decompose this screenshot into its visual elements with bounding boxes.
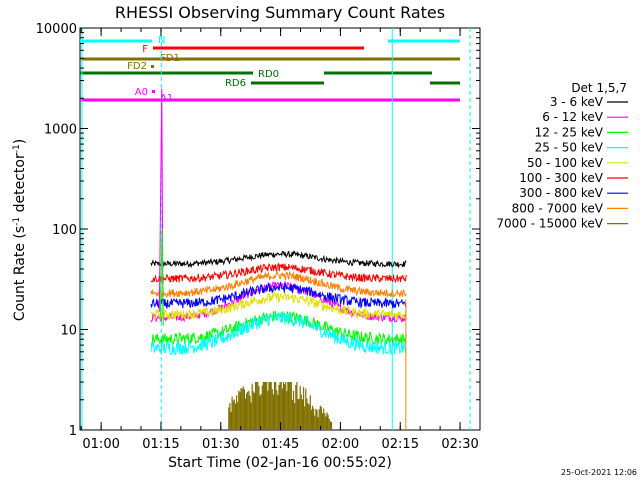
x-tick-label: 02:00 — [322, 437, 359, 452]
y-tick-label: 1000 — [44, 123, 77, 138]
y-tick-label: 10 — [60, 324, 77, 339]
legend-label: 12 - 25 keV — [535, 125, 604, 139]
footer-date: 25-Oct-2021 12:06 — [561, 468, 637, 477]
flag-label-n: N — [158, 35, 165, 46]
flag-label-f: F — [142, 44, 148, 55]
legend-label: 50 - 100 keV — [527, 156, 604, 170]
y-axis-label-main: Count Rate (s — [12, 226, 28, 321]
y-axis-label: Count Rate (s-1 detector-1) — [12, 139, 28, 321]
series-line-3 — [150, 311, 407, 356]
series-line-2 — [150, 310, 407, 346]
x-tick-label: 01:45 — [262, 437, 299, 452]
flag-label-fd1: FD1 — [160, 53, 180, 64]
y-tick-label: 100 — [52, 223, 77, 238]
legend-label: 3 - 6 keV — [550, 95, 604, 109]
x-tick-label: 01:30 — [202, 437, 239, 452]
x-tick-label: 01:00 — [82, 437, 119, 452]
flag-bar-a0-marker — [152, 90, 155, 93]
series-line-5 — [150, 262, 407, 284]
y-tick-label: 1 — [69, 424, 77, 439]
x-tick-label: 02:15 — [382, 437, 419, 452]
series-line-7 — [150, 270, 407, 299]
flag-label-fd2: FD2 — [127, 61, 147, 72]
y-axis-label-mid: detector — [12, 153, 28, 217]
flag-bars: NF FD1 FD2 RD0 RD6 A0 A1 — [80, 35, 460, 104]
x-axis-label: Start Time (02-Jan-16 00:55:02) — [168, 455, 392, 471]
y-axis-label-sup1: -1 — [12, 217, 22, 226]
series-lines — [150, 88, 407, 430]
series-line-6 — [150, 281, 407, 309]
legend-label: 800 - 7000 keV — [512, 201, 604, 215]
flag-bar-fd2 — [151, 65, 154, 68]
flag-label-rd6: RD6 — [225, 78, 246, 89]
y-tick-label: 10000 — [36, 22, 77, 37]
legend-label: 25 - 50 keV — [535, 141, 604, 155]
chart-title: RHESSI Observing Summary Count Rates — [115, 3, 445, 22]
legend-label: 300 - 800 keV — [519, 186, 603, 200]
y-axis-label-end: ) — [12, 139, 28, 144]
y-axis-label-sup2: -1 — [12, 144, 22, 153]
x-tick-label: 02:30 — [441, 437, 478, 452]
series-spike-2 — [159, 228, 164, 326]
series-line-0 — [150, 250, 407, 269]
legend-label: 7000 - 15000 keV — [496, 217, 603, 231]
legend-label: 6 - 12 keV — [542, 110, 604, 124]
axes-ticks: 1 10 100 1000 10000 01:00 01:15 01:30 01:45 02:00… — [36, 22, 481, 452]
flag-label-a0: A0 — [135, 87, 148, 98]
legend-label: 100 - 300 keV — [519, 171, 603, 185]
series-line-4 — [150, 290, 407, 322]
x-tick-label: 01:15 — [142, 437, 179, 452]
flag-label-a1: A1 — [160, 93, 173, 104]
flag-label-rd0: RD0 — [258, 69, 279, 80]
legend-title: Det 1,5,7 — [571, 81, 627, 95]
